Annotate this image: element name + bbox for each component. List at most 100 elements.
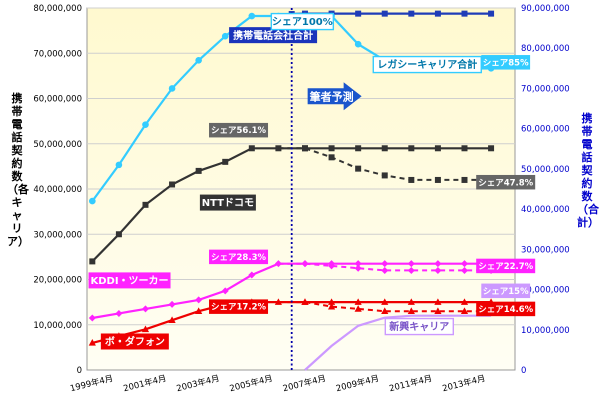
y2-tick-label: 50,000,000 [521, 165, 570, 175]
data-point [461, 10, 468, 17]
data-point [301, 145, 308, 152]
data-point [169, 181, 176, 188]
data-point [460, 307, 469, 314]
series-label: シェア14.6% [478, 305, 533, 315]
data-point [248, 271, 256, 279]
label-box [229, 27, 318, 44]
data-point [354, 298, 362, 305]
label-box [372, 55, 482, 74]
data-point [327, 298, 336, 305]
x-tick-label: 2007年4月 [282, 373, 327, 394]
right-axis-title: 携帯電話契約数（合計） [577, 112, 599, 229]
data-point [407, 298, 415, 305]
data-point [88, 314, 96, 322]
data-point [460, 260, 468, 268]
y2-tick-label: 80,000,000 [521, 44, 570, 54]
x-tick-label: 1999年4月 [69, 373, 114, 394]
data-point [434, 10, 441, 17]
y-tick-label: 0 [77, 366, 82, 376]
series-label: シェア28.3% [211, 253, 266, 263]
data-point [328, 262, 336, 270]
data-point [381, 145, 388, 152]
y-tick-label: 40,000,000 [33, 185, 82, 195]
y2-tick-label: 10,000,000 [521, 326, 570, 336]
data-point [381, 298, 389, 305]
y2-tick-label: 30,000,000 [521, 245, 570, 255]
series-label: シェア22.7% [478, 262, 533, 272]
data-point [142, 201, 149, 208]
data-point [381, 172, 388, 179]
series-label: KDDI・ツーカー [90, 275, 168, 287]
y-tick-label: 30,000,000 [33, 230, 82, 240]
data-point [195, 296, 203, 304]
label-box [100, 333, 169, 350]
data-point [354, 40, 362, 48]
y2-tick-label: 0 [521, 366, 526, 376]
data-point [434, 307, 442, 314]
y-tick-label: 20,000,000 [33, 276, 82, 286]
data-point [381, 266, 389, 274]
label-box [199, 194, 256, 211]
data-point [222, 158, 229, 165]
data-point [434, 176, 441, 183]
data-point [355, 10, 362, 17]
data-point [142, 121, 149, 128]
data-point [407, 307, 415, 314]
x-tick-label: 2001年4月 [122, 373, 167, 394]
label-box [209, 249, 269, 265]
data-point [168, 85, 176, 92]
y-tick-label: 70,000,000 [33, 49, 82, 59]
y2-tick-label: 70,000,000 [521, 84, 570, 94]
y-tick-label: 80,000,000 [33, 4, 82, 14]
data-point [355, 145, 362, 152]
data-point [115, 161, 123, 169]
series-label: レガシーキャリア合計 [377, 58, 477, 71]
data-point [434, 298, 442, 305]
data-point [301, 298, 309, 305]
y2-tick-label: 40,000,000 [521, 205, 570, 215]
data-point [141, 325, 150, 333]
x-tick-label: 2009年4月 [335, 373, 380, 394]
label-box [209, 299, 269, 314]
label-box [209, 122, 269, 138]
label-box [270, 12, 335, 31]
label-box [476, 174, 536, 190]
data-point [381, 307, 389, 314]
data-point [301, 260, 309, 268]
data-point [141, 305, 149, 313]
data-point [408, 176, 415, 183]
data-point [354, 305, 362, 312]
data-point [327, 302, 336, 310]
data-point [461, 176, 468, 183]
forecast-label: 筆者予測 [310, 90, 354, 104]
data-point [407, 266, 415, 274]
data-point [434, 266, 442, 274]
data-point [408, 145, 415, 152]
series-label: シェア56.1% [211, 126, 266, 136]
y2-tick-label: 60,000,000 [521, 125, 570, 135]
data-point [434, 145, 441, 152]
forecast-arrow [307, 82, 362, 111]
data-point [381, 10, 388, 17]
data-point [354, 264, 362, 272]
label-box [481, 283, 531, 299]
data-point [328, 145, 335, 152]
data-point [460, 266, 468, 274]
data-point [460, 298, 469, 305]
data-point [461, 145, 468, 152]
left-axis-title: 携帯電話契約数（各キャリア） [7, 92, 29, 248]
data-point [88, 339, 96, 346]
data-point [115, 231, 122, 238]
x-tick-label: 2011年4月 [388, 373, 433, 394]
data-point [408, 10, 415, 17]
label-box [481, 55, 531, 70]
data-point [354, 260, 362, 268]
label-box [384, 317, 454, 336]
data-point [488, 145, 495, 152]
x-tick-label: 2003年4月 [175, 373, 220, 394]
series-label: シェア47.8% [478, 178, 533, 188]
data-point [168, 300, 176, 308]
data-point [168, 316, 176, 324]
y2-tick-label: 20,000,000 [521, 286, 570, 296]
